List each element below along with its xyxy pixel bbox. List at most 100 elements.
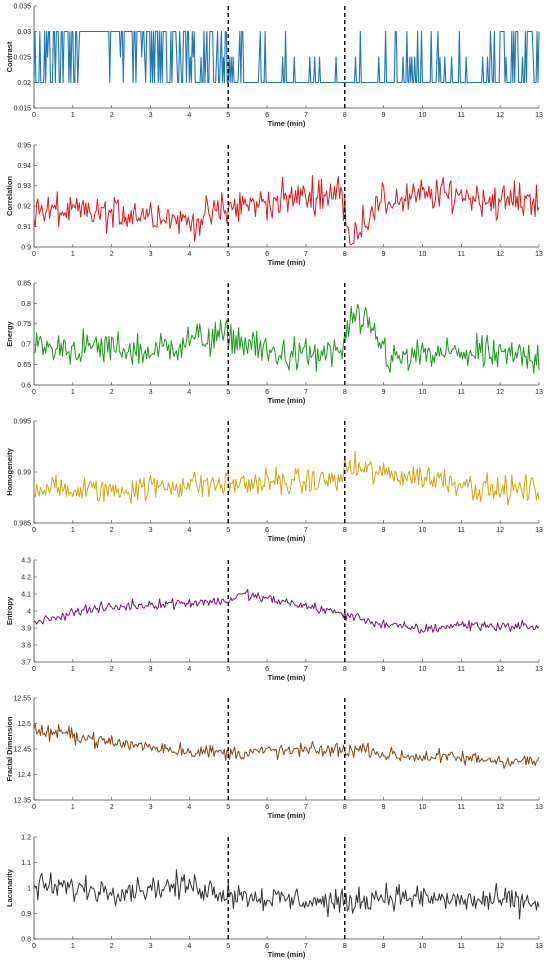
x-tick-label: 11 xyxy=(458,527,465,534)
x-tick-label: 8 xyxy=(343,389,347,396)
x-tick-label: 0 xyxy=(32,943,36,950)
y-tick-label: 1.2 xyxy=(21,834,31,841)
x-tick-label: 8 xyxy=(343,804,347,811)
series-line-energy xyxy=(33,303,540,374)
x-tick-label: 9 xyxy=(382,943,386,950)
y-tick-label: 0.9 xyxy=(21,911,31,918)
x-tick-label: 11 xyxy=(458,389,465,396)
y-tick-label: 0.8 xyxy=(21,301,31,308)
x-axis-label: Time (min) xyxy=(268,811,306,820)
x-tick-label: 12 xyxy=(496,389,504,396)
y-tick-label: 4.1 xyxy=(21,591,31,598)
x-tick-label: 7 xyxy=(304,251,308,258)
x-tick-label: 8 xyxy=(343,251,347,258)
x-tick-label: 11 xyxy=(458,666,465,673)
x-tick-label: 11 xyxy=(458,943,465,950)
y-tick-label: 4.2 xyxy=(21,574,31,581)
x-tick-label: 5 xyxy=(226,943,230,950)
series-line-entropy xyxy=(33,588,540,634)
x-tick-label: 9 xyxy=(382,112,386,119)
x-tick-label: 2 xyxy=(110,112,114,119)
y-tick-label: 4.3 xyxy=(21,557,31,564)
y-axis-label: Energy xyxy=(5,320,14,346)
x-tick-label: 2 xyxy=(110,943,114,950)
x-tick-label: 1 xyxy=(71,943,75,950)
y-tick-label: 0.985 xyxy=(13,520,31,527)
y-tick-label: 0.95 xyxy=(17,142,31,149)
x-tick-label: 13 xyxy=(535,527,543,534)
series-line-lacunarity xyxy=(33,869,540,920)
y-tick-label: 4 xyxy=(27,608,31,615)
x-tick-label: 10 xyxy=(419,666,427,673)
x-tick-label: 3 xyxy=(149,527,153,534)
y-tick-label: 0.035 xyxy=(13,3,31,10)
x-tick-label: 13 xyxy=(535,666,543,673)
x-tick-label: 2 xyxy=(110,389,114,396)
x-tick-label: 1 xyxy=(71,527,75,534)
x-tick-label: 9 xyxy=(382,666,386,673)
y-tick-label: 0.025 xyxy=(13,54,31,61)
x-tick-label: 4 xyxy=(187,804,191,811)
x-tick-label: 3 xyxy=(149,666,153,673)
y-tick-label: 0.91 xyxy=(17,224,31,231)
x-tick-label: 8 xyxy=(343,527,347,534)
x-tick-label: 12 xyxy=(496,527,504,534)
x-tick-label: 3 xyxy=(149,251,153,258)
x-tick-label: 4 xyxy=(187,112,191,119)
y-axis-label: Entropy xyxy=(5,596,14,625)
x-tick-label: 11 xyxy=(458,251,465,258)
x-tick-label: 1 xyxy=(71,666,75,673)
y-tick-label: 0.93 xyxy=(17,183,31,190)
x-tick-label: 3 xyxy=(149,112,153,119)
x-tick-label: 4 xyxy=(187,251,191,258)
y-tick-label: 0.99 xyxy=(17,469,31,476)
x-tick-label: 5 xyxy=(226,666,230,673)
chart-correlation: 0.90.910.920.930.940.950 1 2 3 4 5 6 7 8 9 10 11 12 1… xyxy=(5,142,543,267)
series-line-correlation xyxy=(33,174,540,246)
x-tick-label: 6 xyxy=(265,943,269,950)
x-tick-label: 12 xyxy=(496,804,504,811)
x-tick-label: 7 xyxy=(304,112,308,119)
x-tick-label: 10 xyxy=(419,527,427,534)
x-axis-label: Time (min) xyxy=(268,673,306,682)
x-tick-label: 1 xyxy=(71,251,75,258)
y-tick-label: 3.7 xyxy=(21,659,31,666)
x-tick-label: 7 xyxy=(304,804,308,811)
x-axis-label: Time (min) xyxy=(268,534,306,543)
y-tick-label: 3.9 xyxy=(21,625,31,632)
x-tick-label: 6 xyxy=(265,112,269,119)
y-tick-label: 0.02 xyxy=(17,80,31,87)
x-tick-label: 9 xyxy=(382,251,386,258)
y-tick-label: 1.1 xyxy=(21,860,31,867)
x-tick-label: 7 xyxy=(304,943,308,950)
y-axis-label: Homogeneity xyxy=(5,447,14,495)
x-tick-label: 0 xyxy=(32,251,36,258)
y-tick-label: 12.55 xyxy=(13,695,31,702)
x-axis-label: Time (min) xyxy=(268,119,306,128)
x-tick-label: 13 xyxy=(535,943,543,950)
y-tick-label: 0.015 xyxy=(13,105,31,112)
x-tick-label: 5 xyxy=(226,251,230,258)
x-tick-label: 3 xyxy=(149,804,153,811)
y-axis-label: Fractal Dimension xyxy=(5,716,14,781)
x-tick-label: 10 xyxy=(419,251,427,258)
x-tick-label: 13 xyxy=(535,251,543,258)
series-line-contrast xyxy=(33,30,540,84)
y-tick-label: 0.75 xyxy=(17,321,31,328)
y-axis-label: Lacunarity xyxy=(5,868,14,907)
y-tick-label: 0.8 xyxy=(21,936,31,943)
x-tick-label: 10 xyxy=(419,389,427,396)
y-axis-label: Correlation xyxy=(5,176,14,216)
x-tick-label: 6 xyxy=(265,389,269,396)
series-line-homogeneity xyxy=(33,451,540,506)
y-tick-label: 3.8 xyxy=(21,642,31,649)
y-tick-label: 12.5 xyxy=(17,721,31,728)
x-tick-label: 6 xyxy=(265,804,269,811)
x-tick-label: 11 xyxy=(458,804,465,811)
x-axis-label: Time (min) xyxy=(268,950,306,959)
x-tick-label: 4 xyxy=(187,943,191,950)
x-tick-label: 7 xyxy=(304,389,308,396)
